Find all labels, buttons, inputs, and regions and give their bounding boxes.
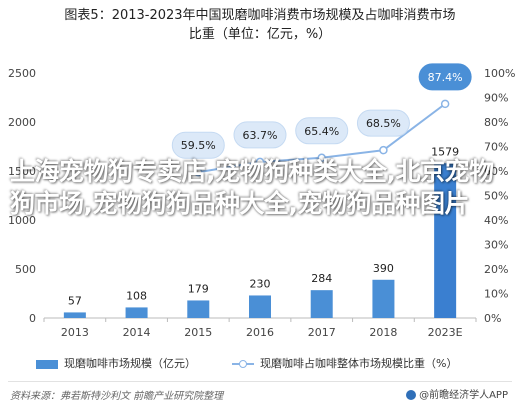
bar [63, 312, 86, 318]
y-right-tick-label: 90% [484, 92, 508, 105]
overlay-watermark-text: 上海宠物狗专卖店,宠物狗种类大全,北京宠物狗市场,宠物狗狗品种大全,宠物狗品种图… [10, 157, 494, 218]
x-tick-label: 2016 [246, 326, 274, 339]
line-value-label: 65.4% [304, 125, 339, 138]
line-value-label: 63.7% [243, 129, 278, 142]
line-point [317, 153, 326, 163]
legend-bar-label: 现磨咖啡市场规模（亿元） [64, 357, 196, 370]
y-left-tick-label: 1000 [8, 214, 36, 227]
y-right-tick-label: 20% [484, 263, 508, 276]
y-right-tick-label: 80% [484, 116, 508, 129]
line-value-bubble [171, 131, 225, 159]
x-tick-label: 2015 [184, 326, 212, 339]
bar [310, 290, 333, 318]
line-point [255, 157, 265, 167]
brand-credit: @前瞻经济学人APP [406, 386, 508, 401]
bar-value-label: 179 [188, 282, 209, 295]
line-value-label: 87.4% [428, 71, 463, 84]
brand-logo-icon [406, 390, 417, 400]
y-left-tick-label: 2000 [8, 116, 36, 129]
source-note: 资料来源：弗若斯特沙利文 前瞻产业研究院整理 [10, 391, 224, 402]
y-left-tick-label: 1500 [8, 165, 36, 178]
legend-line-swatch [232, 359, 254, 369]
line-value-bubble [233, 121, 287, 149]
legend-bar-swatch [36, 359, 58, 369]
y-left-tick-label: 500 [15, 263, 36, 276]
bar-value-label: 390 [373, 262, 394, 275]
line-value-bubble [418, 63, 472, 91]
line-value-label: 59.5% [181, 139, 216, 152]
legend-line-label: 现磨咖啡占咖啡整体市场规模比重（%） [260, 357, 458, 370]
line-point [440, 99, 450, 109]
x-tick-label: 2023E [428, 326, 463, 339]
bar-value-label: 230 [250, 277, 271, 290]
line-value-label: 68.5% [366, 117, 401, 130]
y-right-tick-label: 50% [484, 190, 508, 203]
y-right-tick-label: 60% [484, 165, 508, 178]
legend-item-bars: 现磨咖啡市场规模（亿元） [36, 356, 196, 372]
y-right-tick-label: 40% [484, 214, 508, 227]
line-point [379, 145, 388, 155]
bar-value-label: 108 [126, 289, 147, 302]
y-left-tick-label: 2500 [8, 67, 36, 80]
chart-title-line1: 图表5：2013-2023年中国现磨咖啡消费市场规模及占咖啡消费市场 [64, 8, 456, 23]
chart-title: 图表5：2013-2023年中国现磨咖啡消费市场规模及占咖啡消费市场 比重（单位… [0, 6, 520, 44]
y-right-tick-label: 100% [484, 67, 515, 80]
y-left-tick-label: 0 [29, 312, 36, 325]
bar-value-label: 1579 [431, 145, 459, 158]
brand-credit-text: @前瞻经济学人APP [419, 390, 508, 401]
bar-value-label: 57 [68, 294, 82, 307]
bar [125, 307, 148, 318]
y-right-tick-label: 30% [484, 239, 508, 252]
bar [187, 300, 210, 318]
bar [372, 279, 395, 318]
x-tick-label: 2017 [308, 326, 336, 339]
line-point [194, 167, 203, 177]
bar [434, 163, 457, 318]
x-tick-label: 2014 [123, 326, 151, 339]
y-right-tick-label: 0% [484, 312, 501, 325]
bar [249, 295, 271, 318]
line-value-bubble [356, 109, 410, 137]
x-tick-label: 2013 [61, 326, 89, 339]
chart-title-line2: 比重（单位：亿元，%） [188, 27, 332, 42]
line-value-bubble [295, 117, 349, 145]
footer-divider [8, 381, 512, 382]
legend-item-line: 现磨咖啡占咖啡整体市场规模比重（%） [232, 356, 457, 372]
y-right-tick-label: 10% [484, 288, 508, 301]
y-right-tick-label: 70% [484, 141, 508, 154]
x-tick-label: 2018 [369, 326, 397, 339]
bar-value-label: 284 [311, 272, 332, 285]
